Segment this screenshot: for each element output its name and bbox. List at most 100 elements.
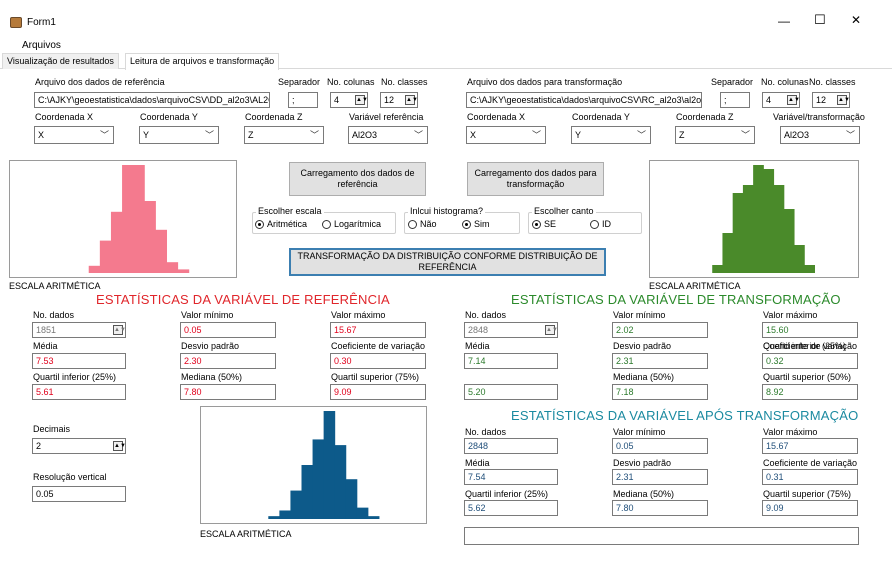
ref-cy-label: Coordenada Y [140,112,198,122]
after-hist-caption: ESCALA ARITMÉTICA [200,529,292,539]
trans-ncls-stepper[interactable]: 12 ▲▼ [812,92,850,108]
scale-arit-radio[interactable]: Aritmética [255,219,307,229]
trans-sep-input[interactable]: ; [720,92,750,108]
trans-cv-field[interactable]: 0.32 [762,353,858,369]
spin-icon[interactable]: ▲▼ [355,95,368,105]
spin-icon[interactable]: ▲▼ [545,325,558,335]
after-sd-field[interactable]: 2.31 [612,469,708,485]
after-min-field[interactable]: 0.05 [612,438,708,454]
ref-q3-field[interactable]: 9.09 [330,384,426,400]
load-ref-button[interactable]: Carregamento dos dados de referência [289,162,426,196]
ref-n-stepper[interactable]: 1851 ▲▼ [32,322,126,338]
trans-max-field[interactable]: 15.60 [762,322,858,338]
decimals-value: 2 [36,441,42,451]
after-hist-bar [345,479,358,519]
tab-resultados[interactable]: Visualização de resultados [2,53,119,69]
after-max-field[interactable]: 15.67 [762,438,858,454]
ref-var-label: Variável referência [349,112,424,122]
ref-min-field[interactable]: 0.05 [180,322,276,338]
load-trans-button[interactable]: Carregamento dos dados para transformaçã… [467,162,604,196]
hist-yes-radio[interactable]: Sim [462,219,490,229]
corner-id-radio[interactable]: ID [590,219,611,229]
trans-sd-field[interactable]: 2.31 [612,353,708,369]
ref-hist-caption: ESCALA ARITMÉTICA [9,281,101,291]
scale-log-radio[interactable]: Logarítmica [322,219,381,229]
decimals-stepper[interactable]: 2 ▲▼ [32,438,126,454]
trans-n-value: 2848 [468,325,489,335]
ref-histogram [9,160,237,278]
hist-no-label: Não [420,219,437,229]
trans-ncol-stepper[interactable]: 4 ▲▼ [762,92,800,108]
after-med-field[interactable]: 7.80 [612,500,708,516]
ref-sd-field[interactable]: 2.30 [180,353,276,369]
after-q3-field[interactable]: 9.09 [762,500,858,516]
ref-var-select[interactable]: Al2O3 ﹀ [348,126,428,144]
corner-se-radio[interactable]: SE [532,219,556,229]
trans-q3-field[interactable]: 8.92 [762,384,858,400]
trans-file-input[interactable]: C:\AJKY\geoestatistica\dados\arquivoCSV\… [466,92,702,108]
after-q1-field[interactable]: 5.62 [464,500,558,516]
after-cv-field[interactable]: 0.31 [762,469,858,485]
ref-file-input[interactable]: C:\AJKY\geoestatistica\dados\arquivoCSV\… [34,92,270,108]
trans-min-field[interactable]: 2.02 [612,322,708,338]
ref-cx-select[interactable]: X ﹀ [34,126,114,144]
trans-hist-bar [722,233,734,273]
ref-ncol-stepper[interactable]: 4 ▲▼ [330,92,368,108]
menu-arquivos[interactable]: Arquivos [22,40,61,51]
minimize-button[interactable]: — [778,14,790,28]
after-n-label: No. dados [465,427,507,437]
ref-var-value: Al2O3 [352,130,378,140]
ref-hist-bar [133,165,145,273]
after-hist-bar [279,510,291,519]
trans-n-stepper[interactable]: 2848 ▲▼ [464,322,558,338]
trans-var-select[interactable]: Al2O3 ﹀ [780,126,860,144]
close-button[interactable]: ✕ [851,13,862,27]
trans-cz-value: Z [679,130,685,140]
trans-q3-label: Quartil superior (50%) [763,372,852,382]
trans-var-value: Al2O3 [784,130,810,140]
ref-ncls-stepper[interactable]: 12 ▲▼ [380,92,418,108]
after-mean-label: Média [465,458,490,468]
ref-max-field[interactable]: 15.67 [330,322,426,338]
res-field[interactable]: 0.05 [32,486,126,502]
ref-cy-value: Y [143,130,150,140]
trans-cx-select[interactable]: X ﹀ [466,126,546,144]
tab-leitura[interactable]: Leitura de arquivos e transformação [125,53,280,70]
ref-q1-field[interactable]: 5.61 [32,384,126,400]
ref-cz-select[interactable]: Z ﹀ [244,126,324,144]
spin-icon[interactable]: ▲▼ [405,95,418,105]
hist-no-radio[interactable]: Não [408,219,437,229]
trans-cy-select[interactable]: Y ﹀ [571,126,651,144]
scale-group: Escolher escala [252,206,396,234]
ref-sep-input[interactable]: ; [288,92,318,108]
trans-cy-value: Y [575,130,582,140]
trans-q1-field[interactable]: 5.20 [464,384,558,400]
trans-med-field[interactable]: 7.18 [612,384,708,400]
tab-bar: Visualização de resultados Leitura de ar… [0,53,892,70]
transform-button[interactable]: TRANSFORMAÇÃO DA DISTRIBUIÇÃO CONFORME D… [289,248,606,276]
spin-icon[interactable]: ▲▼ [113,325,126,335]
spin-icon[interactable]: ▲▼ [113,441,126,451]
spin-icon[interactable]: ▲▼ [787,95,800,105]
ref-mean-field[interactable]: 7.53 [32,353,126,369]
ref-cy-select[interactable]: Y ﹀ [139,126,219,144]
ref-med-field[interactable]: 7.80 [180,384,276,400]
spin-icon[interactable]: ▲▼ [837,95,850,105]
radio-icon [462,219,471,229]
trans-cz-select[interactable]: Z ﹀ [675,126,755,144]
chevron-down-icon: ﹀ [845,130,855,140]
status-field[interactable] [464,527,859,545]
maximize-button[interactable]: ☐ [814,12,826,27]
trans-n-label: No. dados [465,310,507,320]
ref-cv-field[interactable]: 0.30 [330,353,426,369]
after-n-field[interactable]: 2848 [464,438,558,454]
after-mean-field[interactable]: 7.54 [464,469,558,485]
ref-file-label: Arquivo dos dados de referência [35,77,165,87]
radio-icon [408,219,417,229]
trans-mean-field[interactable]: 7.14 [464,353,558,369]
after-hist-bar [301,465,314,519]
after-q1-label: Quartil inferior (25%) [465,489,549,499]
trans-hist-bar [732,193,744,273]
trans-sd-label: Desvio padrão [613,341,672,351]
trans-file-label: Arquivo dos dados para transformação [467,77,623,87]
